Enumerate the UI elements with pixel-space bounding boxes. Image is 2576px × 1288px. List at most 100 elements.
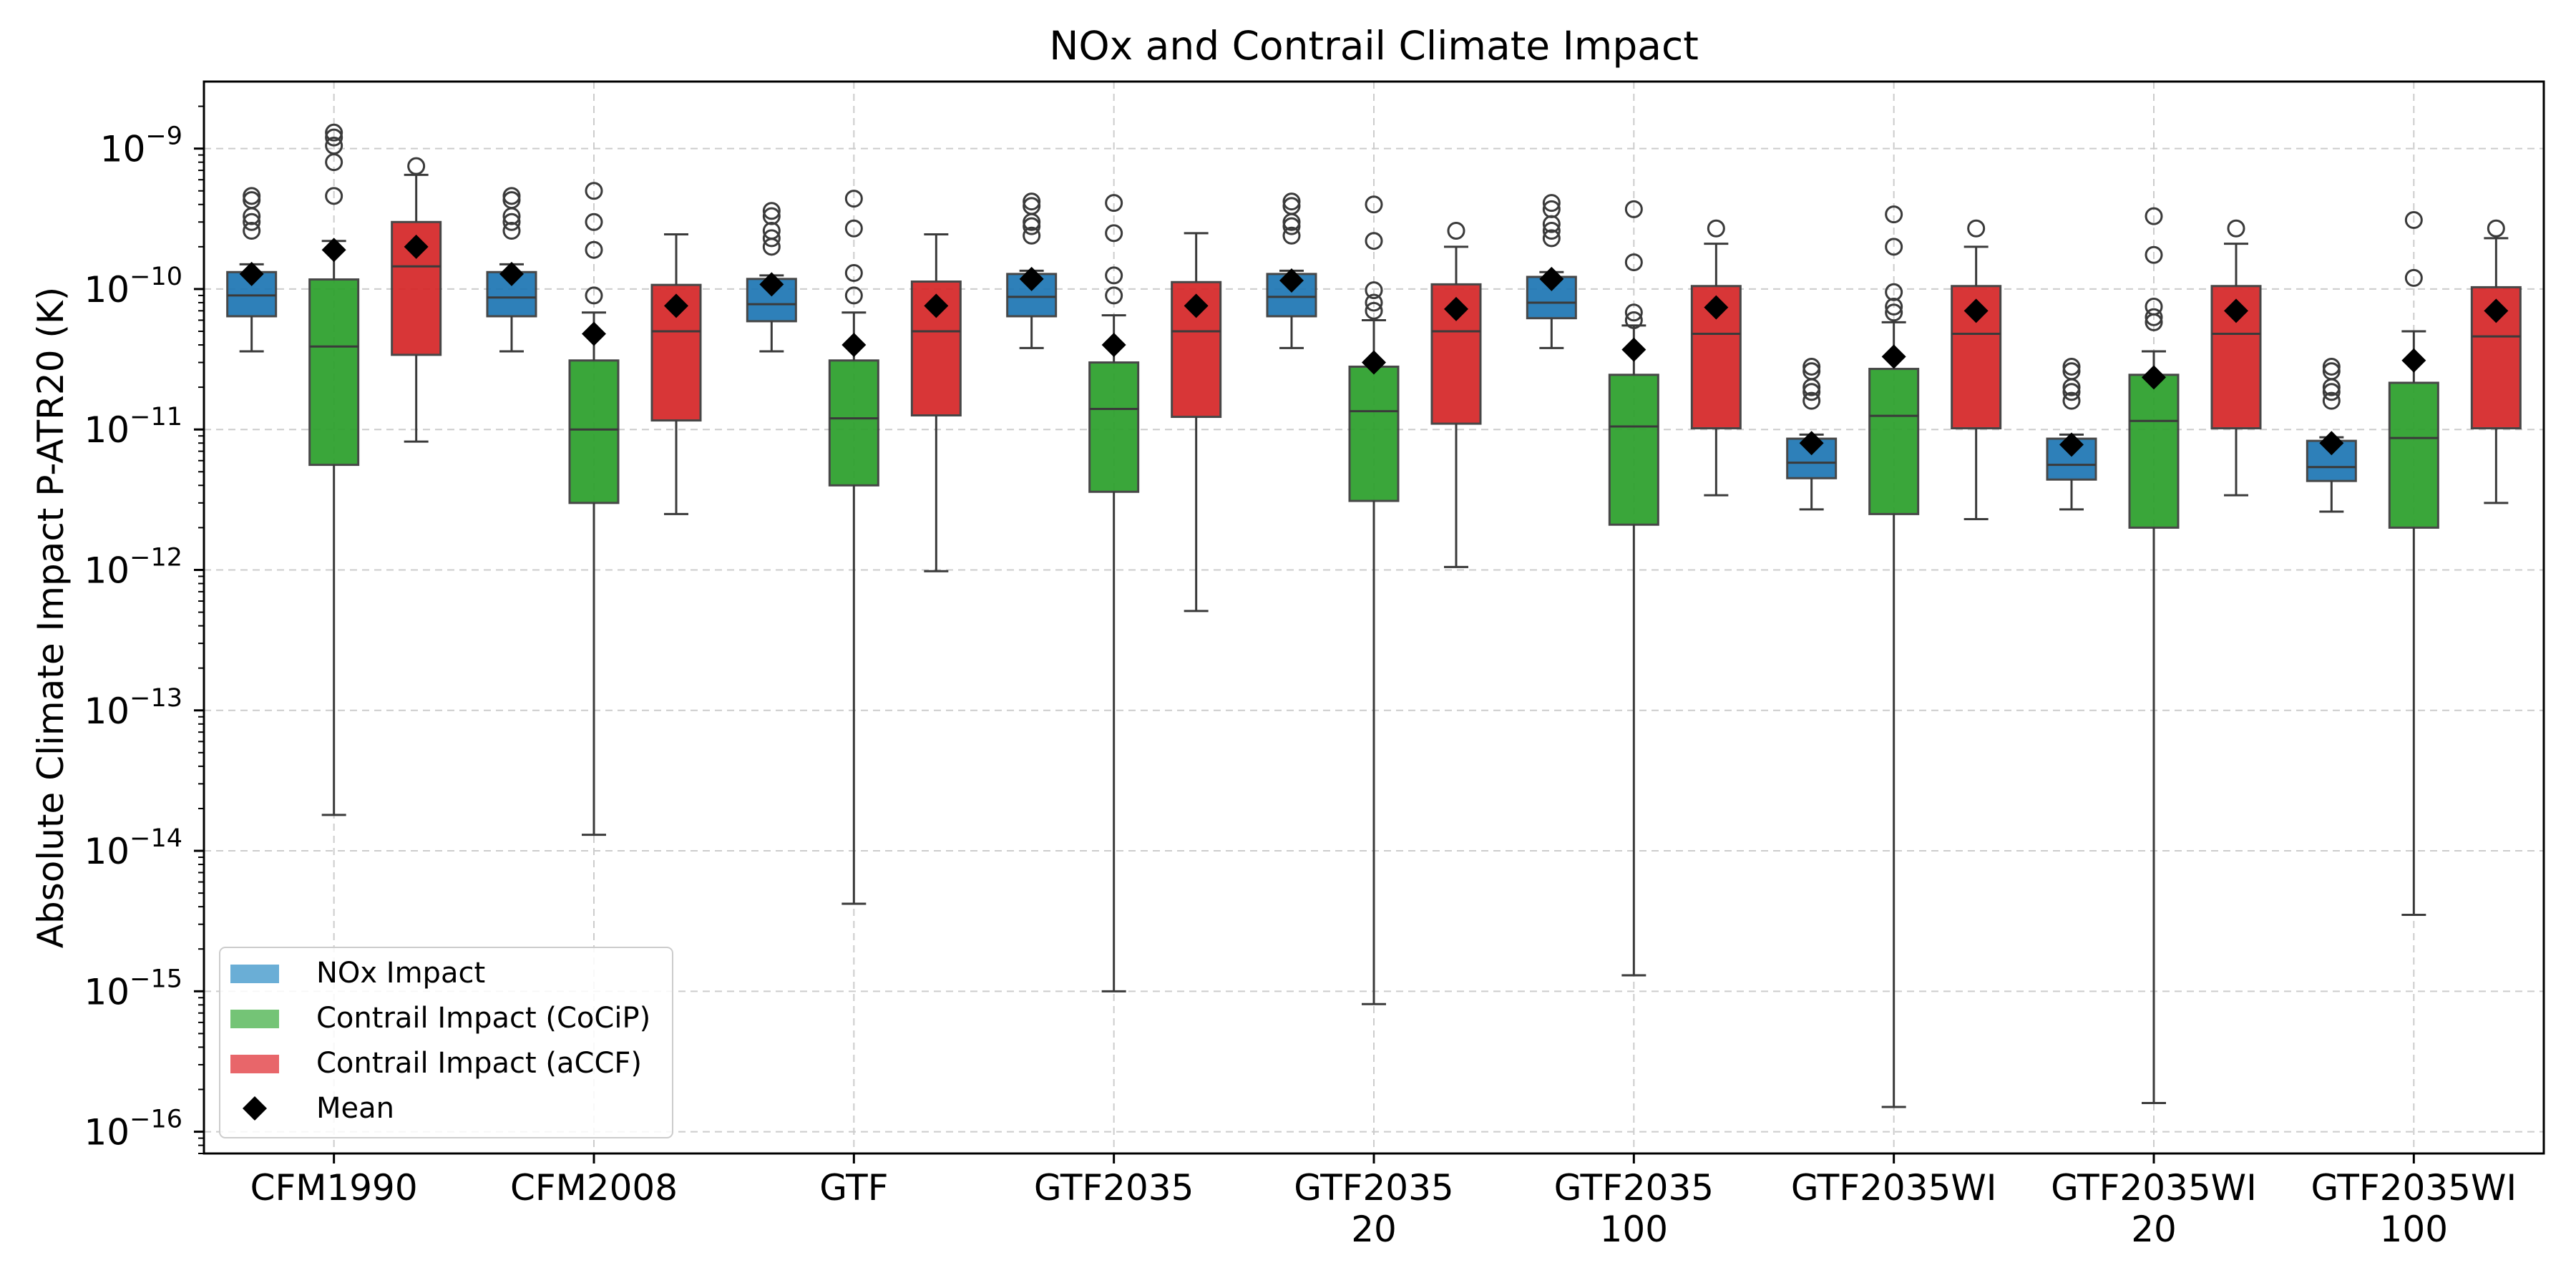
- box-iqr: [2306, 439, 2357, 482]
- outlier-point: [1542, 229, 1561, 248]
- outlier-point: [2322, 357, 2341, 376]
- box-1-7: [2128, 207, 2180, 1105]
- outlier-point: [1802, 362, 1821, 381]
- plot-layer: [226, 123, 2522, 1108]
- outlier-point: [502, 221, 521, 240]
- outlier-point: [325, 128, 343, 147]
- x-tick-label: 100: [1600, 1209, 1668, 1250]
- outlier-point: [2145, 308, 2163, 326]
- y-tick-label: 10−14: [84, 824, 183, 872]
- box-iqr: [308, 278, 360, 467]
- box-0-3: [1006, 192, 1058, 349]
- outlier-point: [1624, 303, 1643, 322]
- y-tick-label: 10−13: [84, 684, 183, 732]
- mean-marker: [2319, 431, 2344, 456]
- box-0-4: [1266, 192, 1317, 349]
- box-1-2: [828, 190, 879, 905]
- outlier-point: [1105, 224, 1123, 243]
- mean-marker: [924, 293, 949, 318]
- mean-marker: [1963, 298, 1989, 323]
- box-2-4: [1430, 221, 1482, 568]
- legend-mean-marker: [243, 1096, 267, 1121]
- mean-marker: [1362, 350, 1386, 375]
- y-tick-label: 10−11: [84, 403, 183, 451]
- outlier-point: [325, 123, 343, 142]
- outlier-point: [2404, 210, 2423, 229]
- outlier-point: [1365, 281, 1383, 300]
- mean-marker: [1444, 296, 1468, 321]
- outlier-point: [2322, 383, 2341, 401]
- y-tick-label: 10−16: [84, 1106, 183, 1153]
- outlier-point: [1365, 293, 1383, 312]
- y-axis-label: Absolute Climate Impact P-ATR20 (K): [30, 287, 72, 948]
- box-0-8: [2306, 357, 2357, 513]
- box-iqr: [1088, 361, 1140, 493]
- box-2-1: [650, 233, 702, 515]
- outlier-point: [1542, 221, 1561, 240]
- mean-marker: [2401, 348, 2426, 373]
- legend-label: Contrail Impact (aCCF): [316, 1047, 642, 1080]
- mean-marker: [582, 321, 606, 346]
- outlier-point: [762, 207, 781, 225]
- mean-marker: [1279, 268, 1304, 293]
- outlier-point: [407, 157, 426, 175]
- box-iqr: [2388, 381, 2439, 529]
- outlier-point: [585, 182, 603, 200]
- box-iqr: [1608, 374, 1659, 526]
- box-2-6: [1951, 219, 2002, 520]
- outlier-point: [2322, 391, 2341, 410]
- legend: NOx Impact Contrail Impact (CoCiP) Contrai…: [219, 947, 673, 1138]
- box-0-5: [1526, 194, 1577, 349]
- outlier-point: [844, 264, 863, 283]
- box-iqr: [2128, 374, 2180, 529]
- outlier-point: [844, 286, 863, 305]
- outlier-point: [1282, 197, 1301, 215]
- box-1-3: [1088, 194, 1140, 992]
- outlier-point: [1624, 253, 1643, 272]
- box-iqr: [568, 359, 620, 504]
- outlier-point: [243, 187, 261, 205]
- outlier-point: [1885, 283, 1903, 301]
- x-axis: CFM1990 CFM2008 GTF GTF2035 GTF203520GTF2035…: [250, 1153, 2517, 1250]
- legend-swatch: [230, 1055, 279, 1073]
- outlier-point: [844, 190, 863, 208]
- mean-marker: [1621, 337, 1646, 362]
- legend-box: [219, 947, 673, 1138]
- chart-title: NOx and Contrail Climate Impact: [1049, 23, 1699, 69]
- outlier-point: [2062, 357, 2081, 376]
- outlier-point: [1105, 194, 1123, 213]
- box-0-6: [1786, 357, 1838, 511]
- box-1-4: [1348, 195, 1400, 1005]
- outlier-point: [1282, 226, 1301, 245]
- outlier-point: [2227, 219, 2245, 238]
- outlier-point: [1365, 232, 1383, 250]
- mean-marker: [1539, 266, 1564, 291]
- outlier-point: [2062, 362, 2081, 381]
- outlier-point: [502, 213, 521, 231]
- outlier-point: [585, 213, 603, 231]
- mean-marker: [2224, 298, 2248, 323]
- mean-marker: [759, 272, 784, 297]
- mean-marker: [2059, 432, 2084, 457]
- mean-marker: [321, 238, 346, 263]
- box-iqr: [828, 359, 879, 487]
- outlier-point: [1885, 303, 1903, 322]
- legend-label: Contrail Impact (CoCiP): [316, 1002, 650, 1035]
- outlier-point: [2145, 297, 2163, 316]
- mean-marker: [1799, 431, 1824, 456]
- y-tick-label: 10−12: [84, 543, 183, 591]
- outlier-point: [1802, 391, 1821, 410]
- outlier-point: [2062, 391, 2081, 410]
- x-tick-label: 20: [1351, 1209, 1397, 1250]
- legend-swatch: [230, 965, 279, 983]
- box-iqr: [1951, 285, 2002, 430]
- x-tick-label: 20: [2131, 1209, 2177, 1250]
- mean-marker: [664, 293, 688, 318]
- x-tick-label: GTF2035WI: [2311, 1167, 2517, 1209]
- box-iqr: [1868, 368, 1920, 515]
- box-1-6: [1868, 205, 1920, 1108]
- box-2-0: [391, 157, 442, 443]
- outlier-point: [762, 229, 781, 248]
- outlier-point: [2487, 219, 2505, 238]
